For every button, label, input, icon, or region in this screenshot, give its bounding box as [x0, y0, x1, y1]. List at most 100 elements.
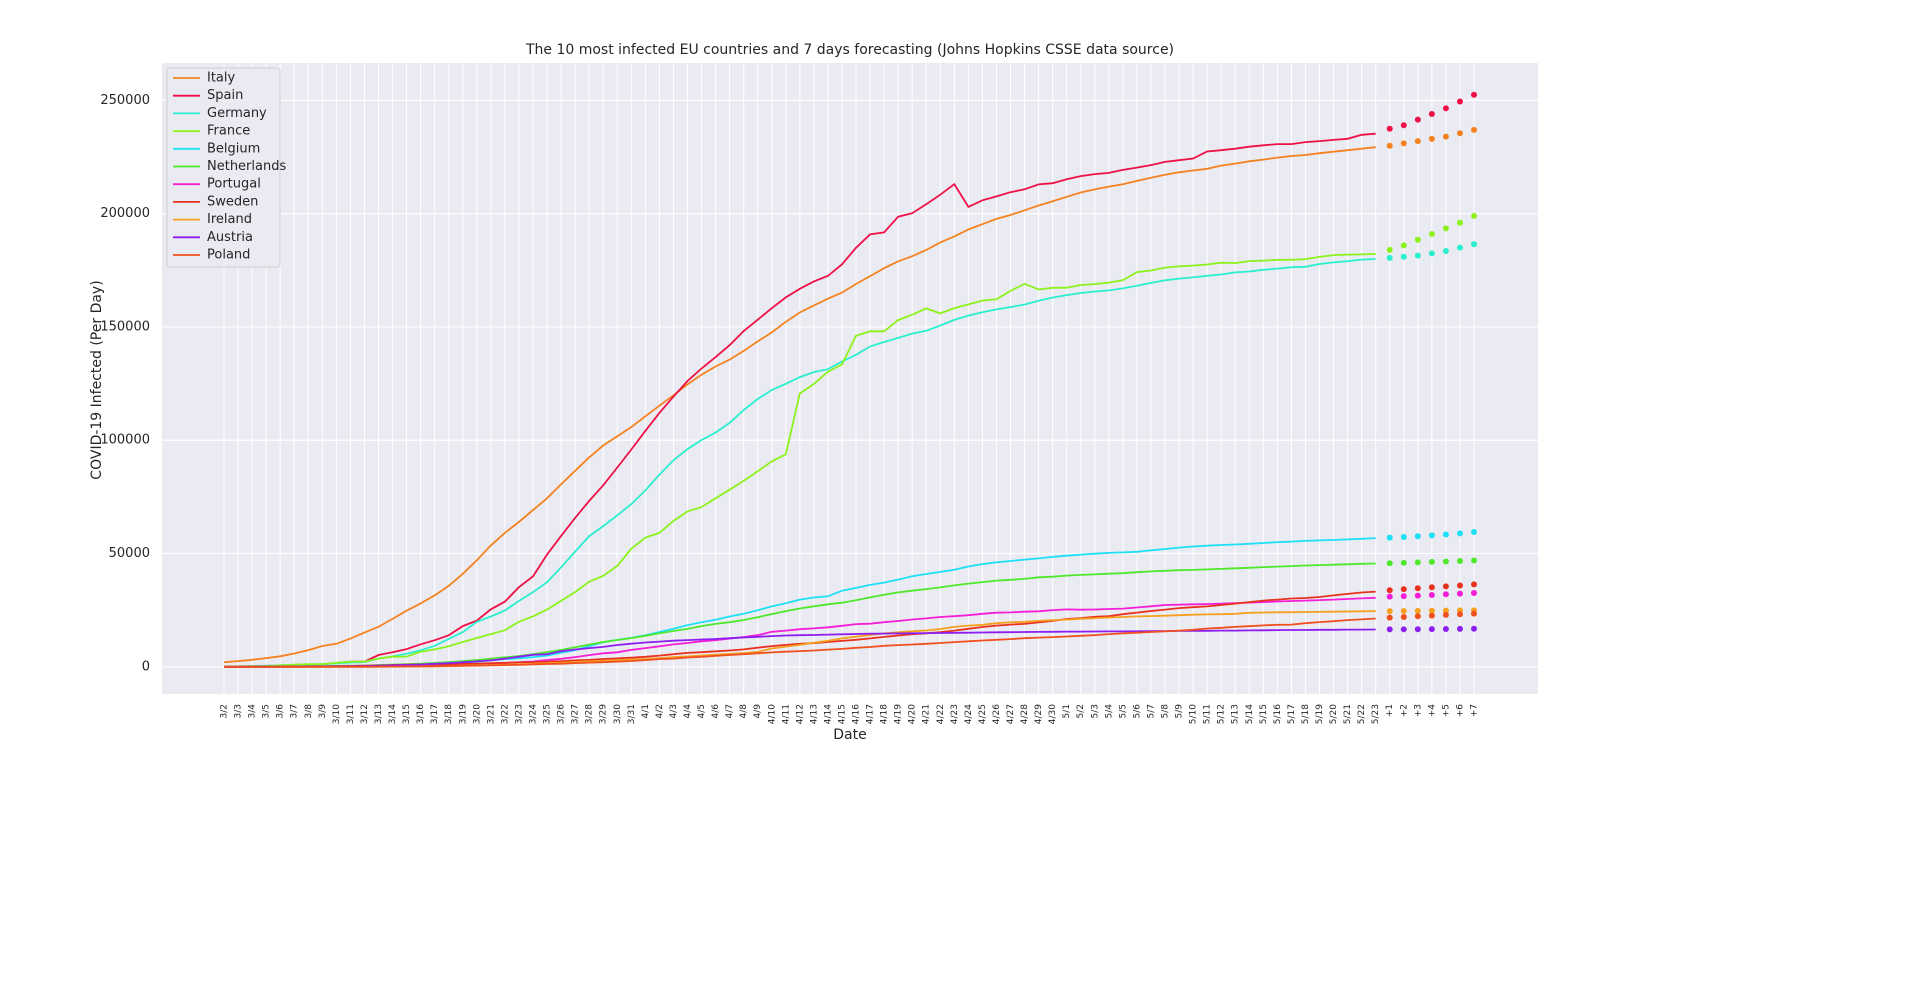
legend-label: Austria: [207, 230, 253, 245]
forecast-dot: [1428, 250, 1435, 257]
x-tick-label: +6: [1455, 704, 1465, 718]
x-tick-label: +7: [1470, 704, 1480, 717]
x-tick-label: +2: [1399, 704, 1409, 717]
x-tick-label: 4/18: [880, 704, 890, 724]
forecast-dot: [1414, 116, 1421, 123]
x-tick-label: 3/4: [248, 704, 258, 719]
x-tick-label: 3/22: [500, 704, 510, 724]
forecast-dot: [1400, 613, 1407, 620]
forecast-dot: [1400, 253, 1407, 260]
forecast-dot: [1471, 557, 1477, 564]
x-tick-label: 3/15: [402, 704, 412, 724]
x-tick-label: 5/7: [1146, 704, 1156, 718]
x-tick-label: 4/2: [655, 704, 665, 718]
forecast-dot: [1400, 533, 1407, 540]
y-tick-label: 250000: [100, 93, 150, 108]
legend-label: Ireland: [207, 212, 252, 227]
forecast-dot: [1456, 219, 1463, 226]
forecast-dot: [1428, 532, 1435, 539]
x-tick-label: 5/20: [1329, 704, 1339, 724]
x-tick-label: 4/20: [908, 704, 918, 724]
x-tick-label: 3/19: [458, 704, 468, 724]
x-tick-label: 3/21: [486, 704, 496, 724]
forecast-dot: [1442, 133, 1449, 140]
x-tick-label: 3/11: [346, 704, 356, 724]
forecast-dot: [1442, 625, 1449, 632]
x-tick-label: 3/17: [430, 704, 440, 724]
x-tick-label: 3/2: [220, 704, 230, 718]
x-tick-label: 5/2: [1076, 704, 1086, 718]
legend-label: Germany: [207, 106, 267, 121]
series-line: [223, 132, 1376, 668]
x-tick-label: +1: [1385, 704, 1395, 717]
series-line: [223, 258, 1376, 668]
x-tick-label: 5/21: [1343, 704, 1353, 724]
x-tick-label: 4/30: [1048, 704, 1058, 724]
forecast-dot: [1442, 531, 1449, 538]
forecast-dot: [1471, 241, 1477, 248]
forecast-dot: [1414, 613, 1421, 620]
x-tick-label: 4/12: [795, 704, 805, 724]
forecast-dot: [1400, 586, 1407, 593]
x-tick-label: 3/28: [585, 704, 595, 724]
forecast-dot: [1471, 529, 1477, 536]
x-tick-label: 3/9: [318, 704, 328, 719]
forecast-dot: [1428, 135, 1435, 142]
x-tick-label: 5/8: [1161, 704, 1171, 719]
forecast-dot: [1471, 610, 1477, 617]
legend-box: [166, 67, 281, 268]
forecast-dot: [1414, 236, 1421, 243]
forecast-dot: [1442, 225, 1449, 232]
forecast-dot: [1400, 607, 1407, 614]
legend-label: Portugal: [207, 177, 261, 192]
forecast-dot: [1456, 582, 1463, 589]
x-tick-label: 4/21: [922, 704, 932, 724]
x-tick-label: 3/31: [627, 704, 637, 724]
forecast-dot: [1471, 581, 1477, 588]
forecast-dot: [1400, 593, 1407, 600]
forecast-dot: [1456, 558, 1463, 565]
x-tick-label: 5/23: [1371, 704, 1381, 724]
forecast-dot: [1428, 231, 1435, 238]
x-tick-label: 4/10: [767, 704, 777, 724]
forecast-dot: [1456, 611, 1463, 618]
forecast-dot: [1386, 614, 1393, 621]
forecast-dot: [1428, 591, 1435, 598]
x-tick-label: 3/7: [290, 704, 300, 718]
forecast-dot: [1428, 612, 1435, 619]
forecast-dot: [1386, 608, 1393, 615]
series-line: [223, 146, 1376, 664]
forecast-dot: [1471, 126, 1477, 133]
forecast-dot: [1386, 626, 1393, 633]
x-axis-label: Date: [833, 727, 866, 743]
x-tick-label: 4/25: [978, 704, 988, 724]
forecast-dot: [1442, 558, 1449, 565]
forecast-dot: [1386, 587, 1393, 594]
x-tick-label: 5/18: [1301, 704, 1311, 724]
forecast-dot: [1414, 559, 1421, 566]
x-tick-label: 5/14: [1245, 704, 1255, 724]
y-tick-label: 0: [142, 659, 150, 674]
forecast-dot: [1471, 625, 1477, 632]
legend-label: Poland: [207, 248, 250, 263]
legend-label: Netherlands: [207, 159, 286, 174]
series-line: [223, 253, 1376, 668]
x-tick-label: 4/17: [866, 704, 876, 724]
forecast-dot: [1400, 140, 1407, 147]
forecast-dot: [1414, 533, 1421, 540]
x-tick-label: 5/16: [1273, 704, 1283, 724]
x-tick-label: 4/29: [1034, 704, 1044, 724]
x-tick-label: 5/11: [1203, 704, 1213, 724]
x-tick-label: 3/5: [262, 704, 272, 718]
forecast-dot: [1456, 530, 1463, 537]
forecast-dot: [1428, 607, 1435, 614]
chart-title: The 10 most infected EU countries and 7 …: [525, 42, 1174, 58]
x-tick-label: 4/19: [894, 704, 904, 724]
forecast-dot: [1414, 585, 1421, 592]
x-tick-label: 4/14: [823, 704, 833, 724]
forecast-dot: [1414, 607, 1421, 614]
x-tick-label: 4/6: [711, 704, 721, 719]
x-tick-label: 3/30: [613, 704, 623, 724]
x-tick-label: 3/23: [514, 704, 524, 724]
lines: [223, 91, 1477, 668]
